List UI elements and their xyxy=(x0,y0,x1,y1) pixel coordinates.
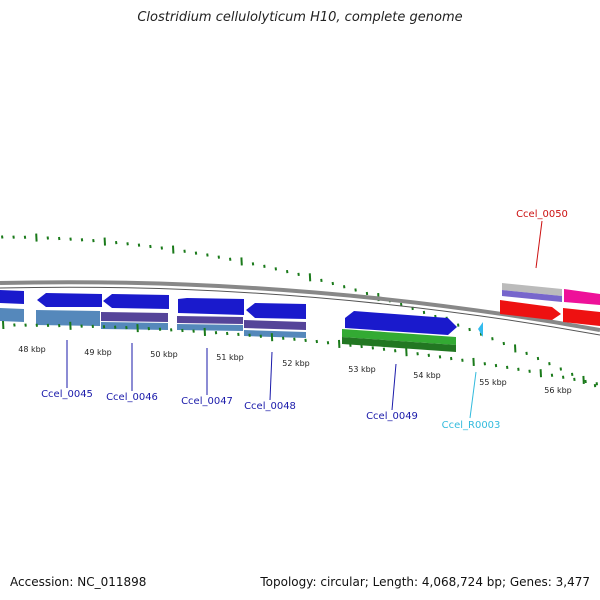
cds-block xyxy=(502,290,562,302)
scale-tick-label: 50 kbp xyxy=(150,350,178,359)
cds-block xyxy=(177,324,243,331)
inner-tick-ring xyxy=(2,320,598,386)
leader-line xyxy=(469,371,477,419)
scale-tick-label: 53 kbp xyxy=(348,365,376,374)
cds-block xyxy=(342,329,456,345)
cds-block xyxy=(36,310,100,326)
cds-arrow xyxy=(246,303,306,319)
genome-summary-text: Topology: circular; Length: 4,068,724 bp… xyxy=(260,575,590,589)
cds-block xyxy=(101,322,168,330)
gene-label-ccel-0050: Ccel_0050 xyxy=(516,209,568,220)
scale-tick-label: 54 kbp xyxy=(413,371,441,380)
cds-block xyxy=(502,283,562,296)
cds-arrow xyxy=(500,300,561,320)
rna-marker xyxy=(478,322,483,337)
leader-line xyxy=(391,363,397,411)
accession-text: Accession: NC_011898 xyxy=(10,575,147,589)
gene-label-ccel-r0003: Ccel_R0003 xyxy=(442,420,501,431)
cds-arrow xyxy=(37,293,102,307)
cds-block xyxy=(244,320,306,330)
leader-line xyxy=(535,220,543,269)
cds-arrow xyxy=(178,298,244,315)
cds-block xyxy=(342,337,456,352)
scale-tick-label: 51 kbp xyxy=(216,353,244,362)
cds-block xyxy=(177,316,243,324)
gene-label-ccel-0049: Ccel_0049 xyxy=(366,411,418,422)
scale-labels: 48 kbp 49 kbp 50 kbp 51 kbp 52 kbp 53 kbp 54 k… xyxy=(18,345,572,395)
genome-backbone-inner xyxy=(0,286,600,336)
cds-arrow xyxy=(345,311,457,335)
gene-label-ccel-0048: Ccel_0048 xyxy=(244,401,296,412)
cds-arrow xyxy=(564,289,600,305)
cds-block xyxy=(244,330,306,338)
cds-block xyxy=(0,308,24,322)
scale-tick-label: 55 kbp xyxy=(479,378,507,387)
genome-backbone xyxy=(0,280,600,332)
gene-label-ccel-0046: Ccel_0046 xyxy=(106,392,158,403)
leader-line xyxy=(269,351,273,401)
gene-labels: Ccel_0045 Ccel_0046 Ccel_0047 Ccel_0048 … xyxy=(41,209,568,431)
cds-arrow xyxy=(0,290,24,304)
gene-label-ccel-0047: Ccel_0047 xyxy=(181,396,233,407)
scale-tick-label: 56 kbp xyxy=(544,386,572,395)
cds-block xyxy=(101,312,168,322)
map-title: Clostridium cellulolyticum H10, complete… xyxy=(137,10,463,25)
scale-tick-label: 49 kbp xyxy=(84,348,112,357)
scale-tick-label: 52 kbp xyxy=(282,359,310,368)
cds-arrow xyxy=(563,308,600,326)
scale-tick-label: 48 kbp xyxy=(18,345,46,354)
gene-label-ccel-0045: Ccel_0045 xyxy=(41,389,93,400)
gene-features xyxy=(0,283,600,352)
cds-arrow xyxy=(103,294,169,309)
